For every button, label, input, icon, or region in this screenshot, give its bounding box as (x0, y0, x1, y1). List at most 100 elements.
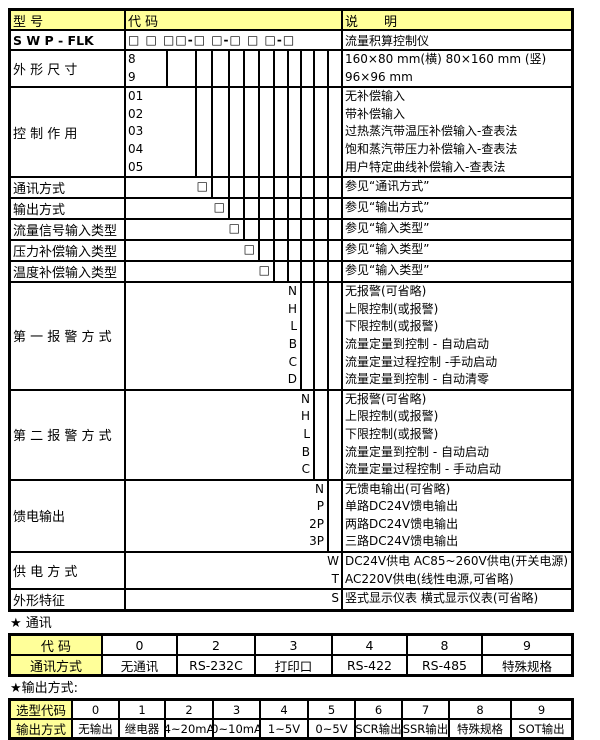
comb-line (243, 51, 245, 87)
comb-line (327, 241, 329, 261)
comb-line (287, 88, 289, 177)
output-section-title: ★输出方式: (10, 681, 79, 697)
desc-line: 参见“通讯方式” (345, 179, 430, 194)
comb-line (313, 88, 315, 177)
comm_section-value-cell: RS-485 (406, 656, 481, 675)
code-values: S (126, 590, 341, 608)
code-box: □ (243, 242, 255, 257)
desc-line: 参见“输出方式” (345, 200, 430, 215)
comb-line (258, 199, 260, 219)
spec-row-2: 通讯方式 □ 参见“通讯方式” (11, 176, 571, 198)
comm_section-value-cell: RS-422 (331, 656, 406, 675)
header-code: 代 码 (126, 11, 343, 29)
code-value: H (300, 409, 310, 424)
comb-line (273, 262, 275, 282)
model-number-row: S W P - FLK □ □ □□-□ □-□ □ □-□ 流量积算控制仪 (11, 29, 571, 49)
comb-line (300, 51, 302, 87)
output_section-value-cell: SCR输出 (354, 720, 401, 738)
code-box: □ (228, 221, 240, 236)
comb-line (243, 88, 245, 177)
comb-line (313, 390, 315, 479)
desc-line: 用户特定曲线补偿输入-查表法 (345, 159, 506, 174)
desc-cell: 无报警(可省略) 上限控制(或报警) 下限控制(或报警) 流量定量到控制 - 自动启动… (343, 391, 571, 479)
comb-line (273, 178, 275, 198)
desc-line: 流量定量过程控制 -手动启动 (345, 354, 498, 369)
comb-line (300, 241, 302, 261)
code-value: 2P (309, 516, 324, 531)
output_section-code-cell: 8 (448, 701, 510, 719)
output_section-row-label: 选型代码 (11, 701, 71, 719)
code-template-boxes: □ □ □□-□ □-□ □ □-□ (126, 31, 343, 49)
code-value: L (290, 319, 297, 334)
output_section-code-cell: 3 (212, 701, 259, 719)
row-label: 通讯方式 (11, 178, 126, 198)
comb-line (243, 199, 245, 219)
desc-line: 流量定量过程控制 - 手动启动 (345, 462, 501, 477)
comb-line (258, 220, 260, 240)
spec-row-11: 外形特征 S 竖式显示仪表 横式显示仪表(可省略) (11, 588, 571, 610)
output_section-code-cell: 6 (354, 701, 401, 719)
comm_section-row-1: 通讯方式 无通讯 RS-232C 打印口 RS-422 RS-485 特殊规格 (11, 654, 571, 675)
code-value: N (301, 391, 310, 406)
desc-line: 无补偿输入 (345, 89, 406, 104)
output_section-row-label: 输出方式 (11, 720, 71, 738)
code-values: 01 02 03 04 05 (126, 88, 194, 176)
row-label: 流量信号输入类型 (11, 220, 126, 240)
desc-line: 两路DC24V馈电输出 (345, 516, 459, 531)
output_section-value-cell: 0~10mA (212, 720, 259, 738)
row-label: 输出方式 (11, 199, 126, 219)
desc-cell: 参见“输入类型” (343, 262, 571, 281)
output_section-code-cell: 0 (71, 701, 118, 719)
output_section-code-cell: 1 (118, 701, 164, 719)
desc-line: 上限控制(或报警) (345, 409, 439, 424)
spec-row-9: 馈电输出 N P 2P 3P 无馈电输出(可省略) 单路DC24V馈电输出 两路DC24V馈电… (11, 478, 571, 552)
output_section-value-cell: SSR输出 (401, 720, 448, 738)
code-value: 8 (128, 52, 136, 66)
model-description: 流量积算控制仪 (345, 33, 430, 48)
row-label: 温度补偿输入类型 (11, 262, 126, 282)
output_section-row-1: 输出方式 无输出 继电器 4~20mA 0~10mA 1~5V 0~5V SCR输出 SSR输出… (11, 718, 571, 738)
comm_section-code-cell: 0 (101, 636, 176, 655)
row-label: 第 二 报 警 方 式 (11, 390, 126, 479)
comb-line (258, 178, 260, 198)
desc-line: 无报警(可省略) (345, 284, 427, 299)
code-values: □ (126, 220, 242, 238)
desc-line: 流量定量到控制 - 自动启动 (345, 444, 489, 459)
model-number: S W P - FLK (11, 31, 126, 49)
desc-cell: 参见“输入类型” (343, 241, 571, 260)
comm_section-value-cell: 无通讯 (101, 656, 176, 675)
comb-line (228, 88, 230, 177)
row-label: 馈电输出 (11, 480, 126, 552)
code-comb-cell: □ (126, 262, 343, 282)
comm_section-code-cell: 3 (254, 636, 331, 655)
row-label: 外形特征 (11, 590, 126, 610)
output_section-code-cell: 4 (259, 701, 307, 719)
desc-line: 流量定量到控制 - 自动启动 (345, 336, 489, 351)
code-value: N (315, 481, 324, 496)
code-value: D (287, 372, 297, 387)
output_section-value-cell: SOT输出 (510, 720, 571, 738)
desc-line: 单路DC24V馈电输出 (345, 499, 459, 514)
comb-line (228, 51, 230, 87)
model-code-table: 型 号 代 码 说 明 S W P - FLK □ □ □□-□ □-□ □ □… (8, 8, 574, 613)
code-value: 01 (128, 89, 144, 104)
row-label: 外 形 尺 寸 (11, 51, 126, 87)
code-values: □ (126, 199, 227, 217)
comb-line (313, 220, 315, 240)
desc-cell: 参见“通讯方式” (343, 178, 571, 197)
comm_section-row-label: 通讯方式 (11, 656, 101, 675)
spec-row-0: 外 形 尺 寸 8 9 160×80 mm(横) 80×160 mm (竖) 96×96… (11, 49, 571, 87)
spec-row-10: 供 电 方 式 W T DC24V供电 AC85~260V供电(开关电源) AC220V… (11, 551, 571, 589)
output_section-value-cell: 特殊规格 (448, 720, 510, 738)
comb-line (313, 241, 315, 261)
row-label: 第 一 报 警 方 式 (11, 283, 126, 389)
comm-section-title: ★ 通讯 (10, 616, 52, 632)
desc-line: 无报警(可省略) (345, 391, 427, 406)
desc-cell: 无补偿输入 带补偿输入 过热蒸汽带温压补偿输入-查表法 饱和蒸汽带压力补偿输入-查表法… (343, 88, 571, 176)
